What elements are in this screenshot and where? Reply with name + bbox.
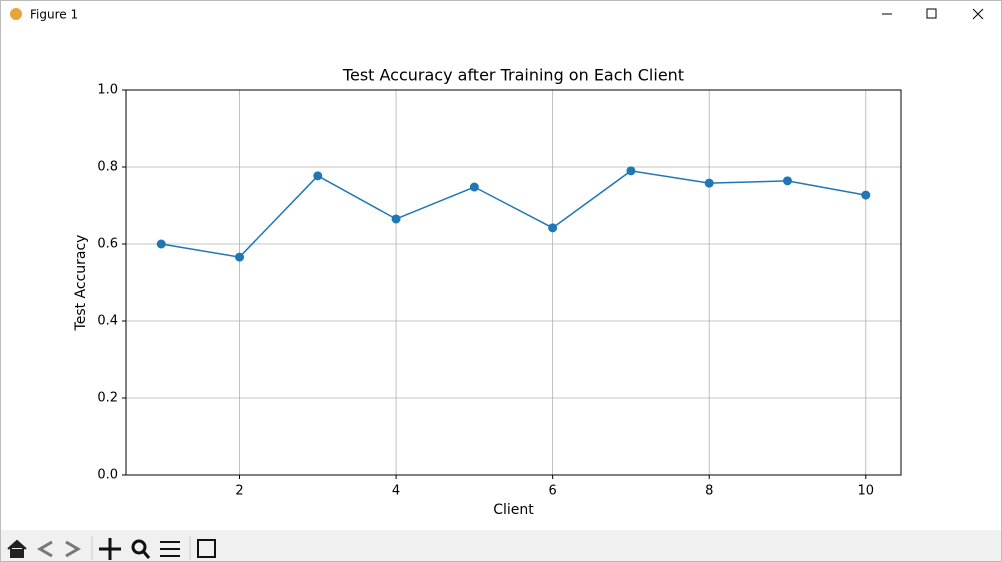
data-point [861,190,871,200]
home-button[interactable] [7,539,27,558]
data-point [391,214,401,224]
forward-button[interactable] [65,540,81,558]
window-title: Figure 1 [30,8,78,22]
y-tick-label: 0.4 [97,314,118,329]
zoom-button[interactable] [131,539,151,559]
y-tick-label: 0.2 [97,391,118,406]
close-button[interactable] [972,8,984,20]
y-tick-label: 1.0 [97,83,118,98]
chart-title: Test Accuracy after Training on Each Cli… [342,66,684,85]
y-tick-label: 0.0 [97,468,118,483]
zoom-icon [131,539,147,555]
data-point [469,182,479,192]
x-tick-label: 8 [705,484,713,499]
save-button[interactable] [197,539,216,558]
x-axis-label: Client [493,502,534,518]
series-line [161,170,866,258]
plot-frame [125,89,902,476]
y-tick-label: 0.6 [97,237,118,252]
data-point [235,252,245,262]
y-axis-label: Test Accuracy [73,235,89,332]
y-tick-label: 0.8 [97,160,118,175]
plot: 0.0 0.2 0.4 0.6 0.8 1.0 2 4 6 8 10 Test Accuracy af… [73,66,902,518]
x-tick-label: 2 [235,484,243,499]
toolbar [1,530,1001,561]
configure-button[interactable] [160,541,180,557]
zoom-icon-handle [141,550,151,559]
data-point [548,223,558,233]
toolbar-background [1,530,1001,561]
x-tick-label: 10 [857,484,874,499]
app-icon [10,8,22,20]
data-point [782,176,792,186]
x-tick-label: 6 [549,484,557,499]
x-tick-label: 4 [392,484,400,499]
data-point [704,178,714,188]
data-point [313,171,323,181]
data-point [156,239,166,249]
data-point [626,166,636,176]
title-bar: Figure 1 [10,8,984,22]
maximize-button[interactable] [926,8,937,19]
pan-button[interactable] [99,538,121,560]
back-button[interactable] [37,540,53,558]
